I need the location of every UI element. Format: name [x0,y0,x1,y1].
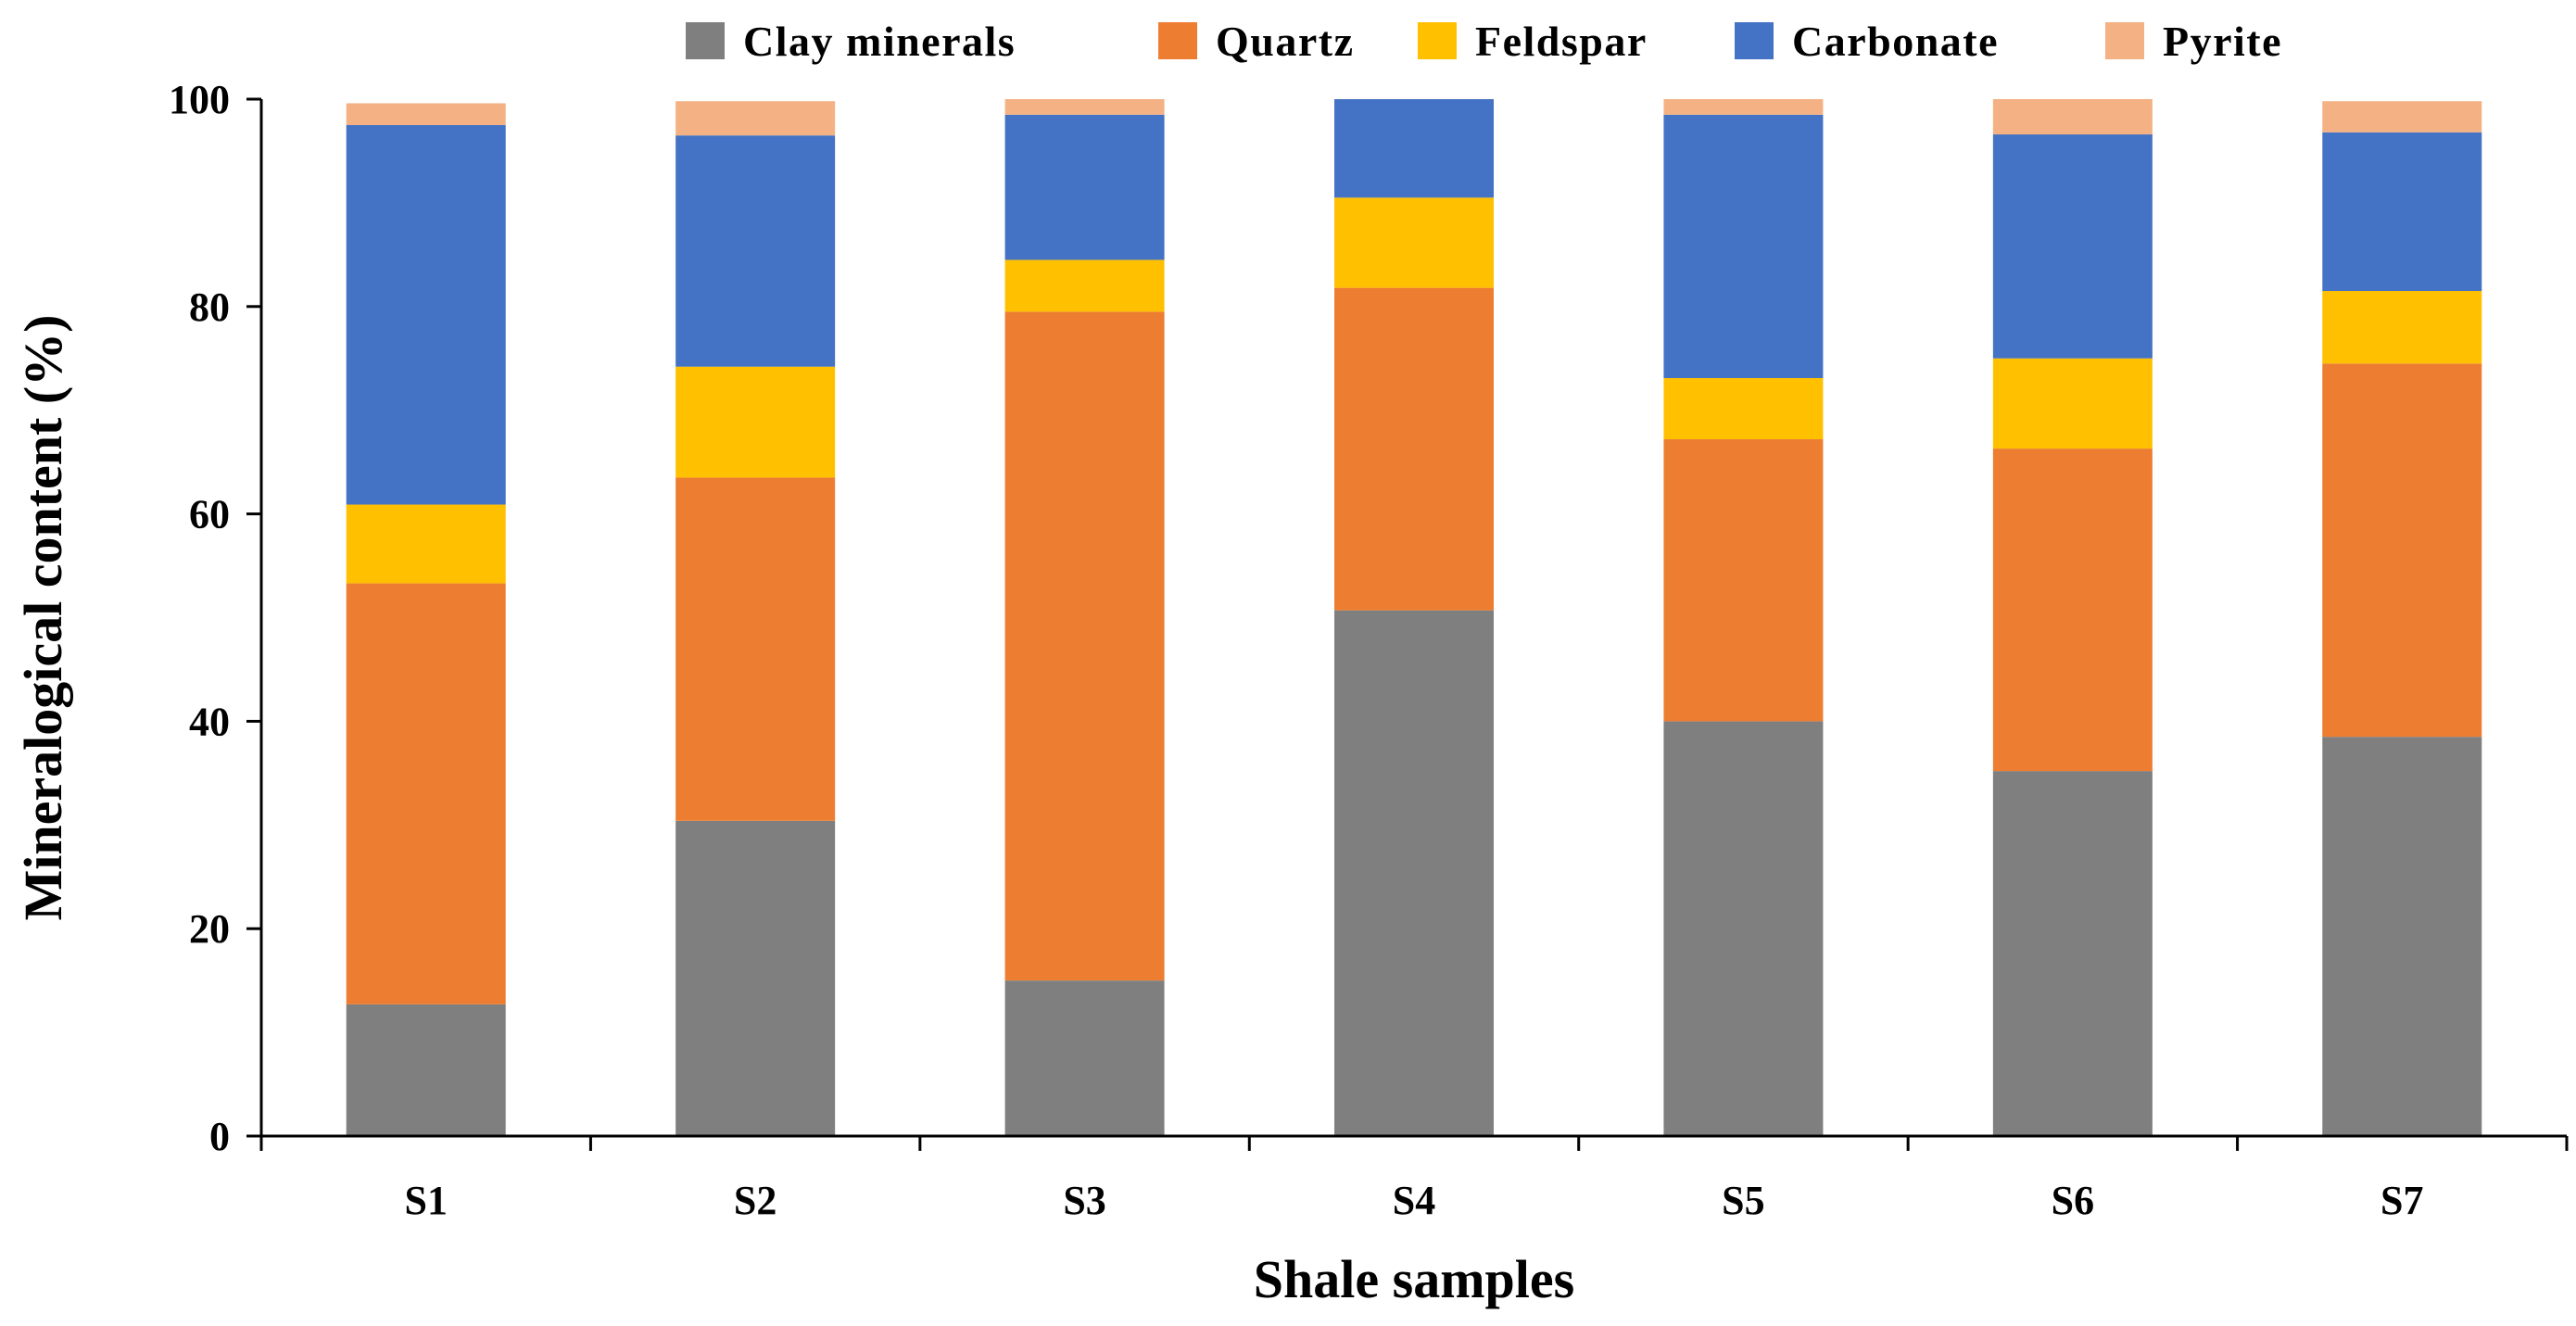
y-tick-label: 40 [189,699,230,744]
bar-segment-quartz-s4 [1334,287,1494,611]
bar-segment-quartz-s2 [676,477,836,821]
bar-segment-feldspar-s2 [676,366,836,478]
bar-segment-quartz-s5 [1663,439,1824,722]
bar-segment-feldspar-s3 [1004,259,1165,312]
bar-segment-feldspar-s1 [346,504,506,584]
bar-segment-pyrite-s7 [2322,101,2482,133]
bar-segment-carbonate-s5 [1663,114,1824,379]
legend: Clay minerals Quartz Feldspar Carbonate Pyri… [686,18,2282,65]
bar-segment-carbonate-s6 [1992,134,2153,359]
x-axis-title: Shale samples [1254,1249,1574,1309]
y-tick-label: 100 [169,77,230,122]
legend-swatch-clay-minerals [686,22,725,59]
bar-segment-clay-minerals-s6 [1992,771,2153,1136]
legend-swatch-quartz [1158,22,1197,59]
bar-segment-clay-minerals-s7 [2322,737,2482,1136]
bar-segment-carbonate-s1 [346,124,506,505]
bar-segment-carbonate-s2 [676,135,836,367]
legend-label-feldspar: Feldspar [1475,18,1648,65]
bar-segment-clay-minerals-s3 [1004,980,1165,1136]
x-tick-label: S2 [734,1178,777,1223]
bar-segment-quartz-s1 [346,583,506,1004]
y-tick-label: 20 [189,906,230,952]
y-tick-label: 80 [189,284,230,330]
bar-segment-feldspar-s6 [1992,358,2153,449]
x-ticks-group: S1 S2 S3 S4 S5 S6 S7 [259,1136,2569,1223]
legend-label-pyrite: Pyrite [2163,18,2282,65]
bar-segment-feldspar-s7 [2322,291,2482,364]
bar-segment-carbonate-s4 [1334,99,1494,198]
legend-swatch-pyrite [2105,22,2144,59]
bar-segment-feldspar-s4 [1334,197,1494,288]
bar-segment-pyrite-s2 [676,101,836,136]
bar-segment-carbonate-s7 [2322,132,2482,292]
legend-label-clay-minerals: Clay minerals [743,18,1016,65]
bar-segment-feldspar-s5 [1663,378,1824,440]
x-tick-label: S7 [2380,1178,2423,1223]
y-ticks-group: 0 20 40 60 80 100 [169,77,261,1159]
bar-segment-pyrite-s5 [1663,99,1824,115]
bar-segment-clay-minerals-s2 [676,820,836,1136]
bar-segment-pyrite-s3 [1004,99,1165,115]
bar-segment-pyrite-s1 [346,103,506,125]
y-tick-label: 60 [189,492,230,537]
bar-segment-quartz-s7 [2322,363,2482,738]
axes-group [259,99,2567,1138]
bar-segment-quartz-s6 [1992,448,2153,772]
legend-label-carbonate: Carbonate [1792,18,1999,65]
bar-segment-carbonate-s3 [1004,114,1165,260]
x-tick-label: S1 [404,1178,447,1223]
bar-segment-quartz-s3 [1004,311,1165,981]
y-axis-title: Mineralogical content (%) [13,315,73,921]
bar-segment-clay-minerals-s4 [1334,610,1494,1136]
bar-segment-clay-minerals-s1 [346,1004,506,1136]
y-tick-label: 0 [209,1114,230,1159]
x-tick-label: S5 [1722,1178,1764,1223]
x-tick-label: S6 [2052,1178,2094,1223]
legend-swatch-feldspar [1418,22,1457,59]
legend-swatch-carbonate [1735,22,1774,59]
bar-segment-clay-minerals-s5 [1663,721,1824,1136]
bars-group [346,99,2482,1136]
bar-segment-pyrite-s6 [1992,99,2153,135]
legend-label-quartz: Quartz [1216,18,1355,65]
x-tick-label: S4 [1393,1178,1435,1223]
x-tick-label: S3 [1063,1178,1105,1223]
